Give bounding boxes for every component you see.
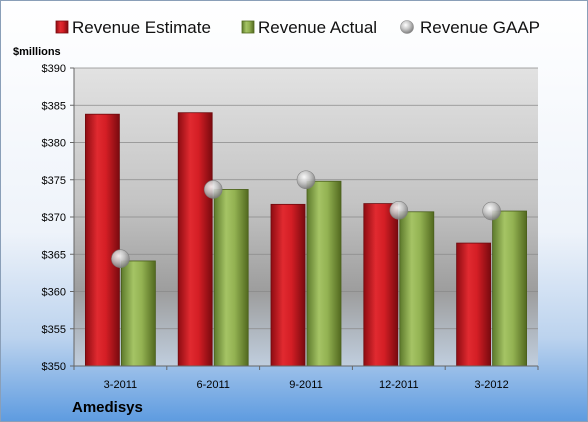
legend-label-gaap: Revenue GAAP [420, 18, 540, 37]
y-tick-label: $350 [42, 361, 66, 373]
legend-item-actual: Revenue Actual [241, 18, 377, 37]
bar-revenue-estimate [270, 203, 306, 367]
gaap-marker [296, 170, 316, 190]
y-tick-label: $375 [42, 175, 66, 187]
y-tick-label: $385 [42, 100, 66, 112]
x-tick-label: 3-2012 [474, 379, 508, 391]
gaap-marker [482, 201, 501, 221]
legend-swatch-actual [241, 20, 255, 34]
chart-title: Amedisys [72, 399, 143, 416]
legend-swatch-estimate [55, 20, 69, 34]
bar-revenue-actual [399, 211, 435, 367]
bar-revenue-actual [492, 210, 528, 367]
legend-item-estimate: Revenue Estimate [55, 18, 211, 37]
legend-label-actual: Revenue Actual [258, 18, 377, 37]
x-tick-label: 9-2011 [289, 379, 322, 391]
legend-label-estimate: Revenue Estimate [72, 18, 211, 37]
gaap-marker [111, 249, 130, 269]
legend: Revenue Estimate Revenue Actual Revenue … [55, 18, 540, 37]
bar-revenue-actual [306, 180, 342, 367]
x-axis-ticks: 3-2011 6-2011 9-2011 12-2011 3-2012 [73, 366, 539, 391]
bar-revenue-estimate [363, 203, 399, 367]
x-tick-label: 3-2011 [104, 379, 137, 391]
bar-revenue-actual [121, 260, 156, 367]
legend-item-gaap: Revenue GAAP [400, 18, 540, 37]
y-tick-label: $365 [42, 249, 66, 261]
x-tick-label: 12-2011 [379, 379, 419, 391]
gaap-marker [203, 180, 223, 199]
bar-revenue-estimate [85, 113, 120, 367]
gaap-marker [389, 200, 409, 220]
y-tick-label: $370 [42, 212, 66, 224]
y-tick-label: $360 [42, 287, 66, 299]
y-tick-label: $390 [42, 63, 66, 75]
y-tick-label: $380 [42, 138, 66, 150]
bar-revenue-estimate [177, 112, 213, 367]
legend-swatch-gaap [400, 20, 414, 34]
x-tick-label: 6-2011 [196, 379, 229, 391]
bars [85, 112, 528, 367]
bar-revenue-estimate [456, 242, 492, 367]
y-axis-ticks: $350 $355 $360 $365 $370 $375 $380 $385 $390 [42, 63, 74, 373]
bar-revenue-actual [213, 189, 249, 367]
y-axis-unit-label: $millions [13, 46, 61, 58]
gaap-markers [111, 170, 501, 269]
y-tick-label: $355 [42, 324, 66, 336]
